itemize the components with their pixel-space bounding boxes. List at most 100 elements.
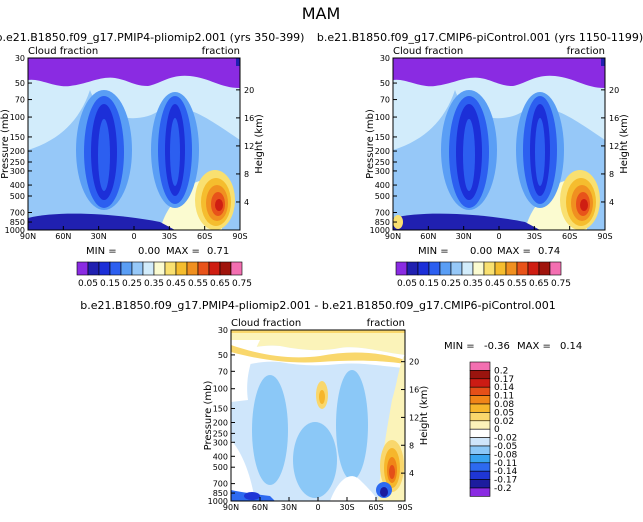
colorbar-box <box>98 261 111 276</box>
colorbar-label: 0.35 <box>144 279 164 289</box>
colorbar-box <box>469 386 491 396</box>
y-tick-label: 500 <box>213 463 228 472</box>
y2-tick-label: 12 <box>409 413 419 422</box>
y-tick-label: 400 <box>10 181 25 190</box>
colorbar-label: -0.08 <box>494 450 518 460</box>
colorbar-box <box>120 261 133 276</box>
y-axis-title: Pressure (mb) <box>203 381 214 451</box>
colorbar-box <box>469 378 491 388</box>
colorbar-box <box>469 361 491 371</box>
colorbar-label: 0.15 <box>100 279 120 289</box>
panel-c-field <box>231 330 405 501</box>
colorbar-label: 0.35 <box>463 279 483 289</box>
y2-tick-label: 20 <box>609 86 619 95</box>
y-tick-label: 200 <box>375 147 390 156</box>
x-tick-label: 90N <box>20 232 36 241</box>
y2-tick-label: 16 <box>244 114 254 123</box>
y-tick-label: 100 <box>213 385 228 394</box>
colorbar-label: 0.75 <box>551 279 571 289</box>
y2-tick-label: 4 <box>609 198 614 207</box>
y-tick-label: 400 <box>375 181 390 190</box>
colorbar-box <box>505 261 518 276</box>
y-tick-label: 400 <box>213 452 228 461</box>
y-tick-label: 50 <box>380 79 390 88</box>
colorbar-label: 0.15 <box>419 279 439 289</box>
panel-difference: b.e21.B1850.f09_g17.PMIP4-pliomip2.001 -… <box>80 299 582 512</box>
y-tick-label: 70 <box>218 367 228 376</box>
panel-a-max-label: MAX = <box>166 246 200 257</box>
y-tick-label: 70 <box>380 96 390 105</box>
colorbar-box <box>516 261 529 276</box>
y-tick-label: 70 <box>15 96 25 105</box>
panel-b-right-label: fraction <box>567 46 605 57</box>
panel-c-min-value: -0.36 <box>484 341 510 352</box>
y-tick-label: 30 <box>15 54 25 63</box>
x-tick-label: 60S <box>197 232 212 241</box>
y2-tick-label: 4 <box>244 198 249 207</box>
x-tick-label: 90S <box>232 232 247 241</box>
x-tick-label: 60N <box>252 503 268 512</box>
colorbar-box <box>538 261 551 276</box>
colorbar-box <box>549 261 562 276</box>
colorbar-box <box>417 261 430 276</box>
y-tick-label: 50 <box>218 351 228 360</box>
colorbar-box <box>230 261 243 276</box>
x-tick-label: 90S <box>597 232 612 241</box>
y-tick-label: 300 <box>375 167 390 176</box>
panel-b-max-value: 0.74 <box>538 246 560 257</box>
y-tick-label: 150 <box>375 133 390 142</box>
colorbar-label: -0.2 <box>494 484 512 494</box>
colorbar-label: 0.08 <box>494 400 514 410</box>
colorbar-box <box>219 261 232 276</box>
y2-tick-label: 16 <box>409 386 419 395</box>
x-tick-label: 0 <box>496 232 501 241</box>
colorbar-label: 0 <box>494 425 500 435</box>
x-tick-label: 0 <box>131 232 136 241</box>
y-tick-label: 850 <box>375 218 390 227</box>
colorbar-box <box>450 261 463 276</box>
colorbar-box <box>153 261 166 276</box>
y-tick-label: 250 <box>213 429 228 438</box>
colorbar-box <box>76 261 89 276</box>
y-tick-label: 700 <box>213 480 228 489</box>
season-title: MAM <box>302 4 341 23</box>
colorbar-label: -0.02 <box>494 434 517 444</box>
colorbar-box <box>208 261 221 276</box>
colorbar-box <box>142 261 155 276</box>
colorbar-label: 0.25 <box>441 279 461 289</box>
x-tick-label: 90N <box>223 503 239 512</box>
y-tick-label: 700 <box>375 209 390 218</box>
colorbar-label: -0.05 <box>494 442 517 452</box>
x-tick-label: 60N <box>420 232 436 241</box>
colorbar-label: -0.14 <box>494 467 518 477</box>
y-tick-label: 100 <box>10 113 25 122</box>
colorbar-box <box>469 412 491 422</box>
colorbar-label: 0.65 <box>529 279 549 289</box>
y-tick-label: 30 <box>218 326 228 335</box>
panel-c-axes: 90N 60N 30N 0 30S 60S 90S100085070050040030025… <box>203 326 430 512</box>
colorbar-label: 0.05 <box>78 279 98 289</box>
colorbar-label: 0.17 <box>494 375 514 385</box>
colorbar-label: 0.25 <box>122 279 142 289</box>
colorbar-label: 0.75 <box>232 279 252 289</box>
y-tick-label: 150 <box>213 404 228 413</box>
y-tick-label: 850 <box>213 489 228 498</box>
colorbar-box <box>469 370 491 380</box>
panel-a-field <box>28 58 240 230</box>
panel-b-colorbar: 0.05 0.15 0.25 0.35 0.45 0.55 0.65 0.75 <box>395 261 571 289</box>
colorbar-box <box>469 403 491 413</box>
y2-tick-label: 16 <box>609 114 619 123</box>
colorbar-label: 0.55 <box>188 279 208 289</box>
colorbar-label: 0.05 <box>494 408 514 418</box>
y-tick-label: 1000 <box>370 226 390 235</box>
y-tick-label: 1000 <box>208 497 228 506</box>
panel-b-min-value: 0.00 <box>470 246 492 257</box>
colorbar-box <box>469 479 491 489</box>
colorbar-label: -0.11 <box>494 459 517 469</box>
panel-b-max-label: MAX = <box>497 246 531 257</box>
x-tick-label: 30N <box>91 232 107 241</box>
colorbar-box <box>469 437 491 447</box>
colorbar-label: 0.02 <box>494 417 514 427</box>
panel-a-title: b.e21.B1850.f09_g17.PMIP4-pliomip2.001 (… <box>0 31 304 44</box>
x-tick-label: 30S <box>162 232 177 241</box>
